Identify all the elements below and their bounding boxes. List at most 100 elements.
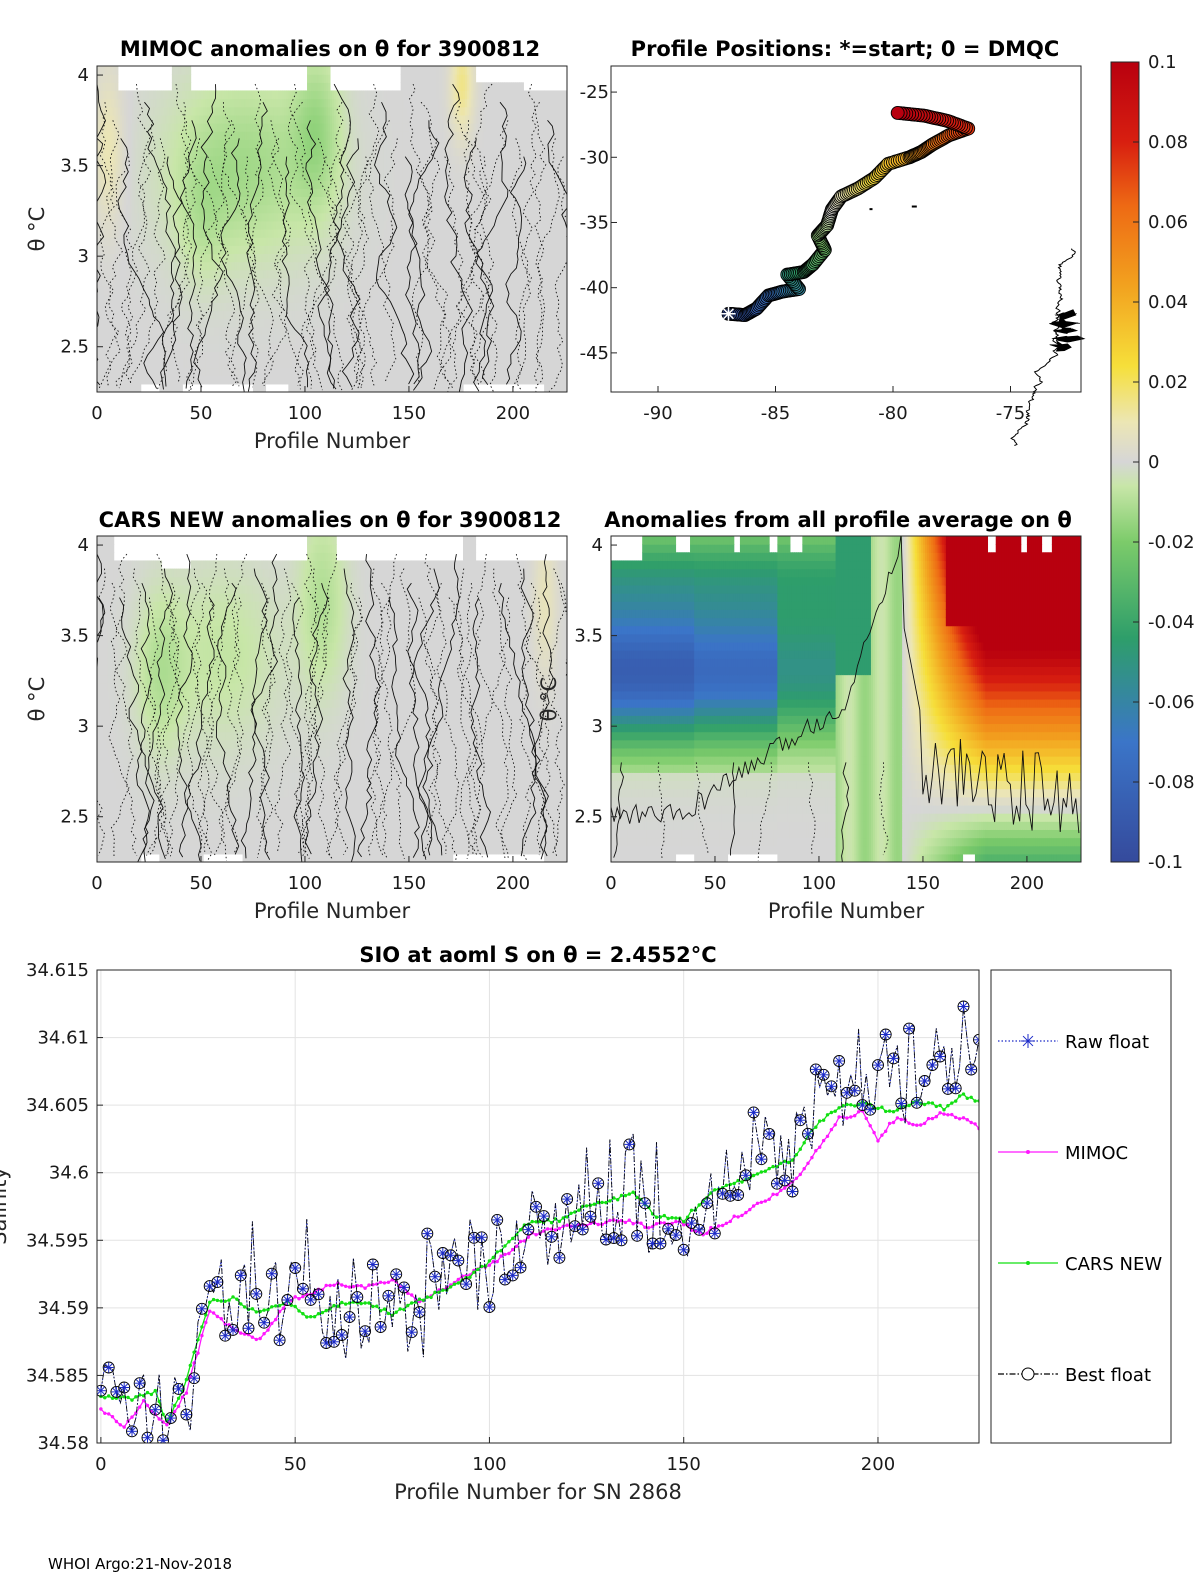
mimoc-cell [213,90,217,100]
mimoc-cell [348,220,352,230]
mimoc-cell [140,147,144,157]
mimoc-cell [300,147,304,157]
mimoc-cell [194,139,198,149]
mimoc-cell [109,375,113,385]
mimoc-cell [346,269,350,279]
mimoc-cell [361,326,364,336]
mimoc-cell [230,277,233,287]
mimoc-cell [371,245,375,255]
mimoc-cell [309,245,312,255]
mimoc-cell [126,188,129,197]
mimoc-cell [194,261,198,271]
mimoc-cell [263,326,267,336]
mimoc-cell [275,90,279,100]
mimoc-cell [261,155,264,165]
mimoc-cell [321,204,325,214]
mimoc-cell [332,318,335,328]
mimoc-cell [261,351,264,360]
mimoc-cell [336,98,339,108]
mimoc-cell [244,180,248,189]
mimoc-cell [336,383,339,392]
mimoc-cell [138,196,142,206]
mimoc-cell [340,123,343,132]
mimoc-cell [99,253,102,263]
mimoc-cell [307,114,310,124]
mimoc-cell [336,163,339,173]
mimoc-cell [223,245,227,255]
mimoc-cell [302,220,306,230]
mimoc-cell [338,131,341,140]
mimoc-cell [171,302,175,312]
mimoc-cell [300,155,304,165]
mimoc-cell [136,383,140,392]
mimoc-cell [356,367,360,377]
mimoc-cell [203,294,206,303]
mimoc-cell [307,155,310,165]
mimoc-cell [371,359,375,369]
mimoc-cell [196,155,200,165]
mimoc-cell [284,334,287,344]
mimoc-cell [325,261,329,271]
mimoc-cell [300,123,304,132]
mimoc-cell [194,237,198,246]
mimoc-cell [321,180,325,189]
mimoc-cell [213,204,217,214]
mimoc-cell [356,310,360,320]
mimoc-cell [292,310,296,320]
mimoc-cell [103,359,106,369]
mimoc-cell [252,310,256,320]
mimoc-cell [373,90,377,100]
mimoc-cell [184,343,188,352]
mimoc-cell [263,261,267,271]
mimoc-cell [136,294,140,303]
mimoc-cell [309,367,312,377]
mimoc-cell [332,334,335,344]
mimoc-cell [300,367,304,377]
mimoc-cell [244,98,248,108]
mimoc-cell [273,359,277,369]
mimoc-cell [296,294,300,303]
mimoc-cell [311,326,314,336]
mimoc-cell [334,367,337,377]
mimoc-cell [363,139,366,149]
mimoc-cell [103,131,106,140]
mimoc-cell [323,90,327,100]
mimoc-cell [336,131,339,140]
mimoc-cell [273,229,277,238]
mimoc-cell [173,212,177,222]
mimoc-cell [288,343,292,352]
mimoc-cell [188,123,192,132]
mimoc-cell [319,188,323,197]
mimoc-cell [165,261,169,271]
mimoc-cell [182,220,185,230]
mimoc-cell [225,269,229,279]
mimoc-cell [194,98,198,108]
mimoc-cell [359,212,362,222]
mimoc-cell [155,326,158,336]
mimoc-cell [113,131,117,140]
mimoc-cell [298,245,302,255]
mimoc-cell [267,277,271,287]
mimoc-cell [250,277,254,287]
mimoc-cell [101,302,104,312]
mimoc-cell [236,196,240,206]
mimoc-cell [282,188,285,197]
mimoc-cell [325,212,329,222]
mimoc-cell [373,237,377,246]
mimoc-cell [232,155,235,165]
mimoc-cell [107,155,111,165]
mimoc-cell [144,180,148,189]
mimoc-cell [338,204,341,214]
mimoc-cell [124,106,127,116]
mimoc-cell [207,367,210,377]
mimoc-cell [280,220,283,230]
mimoc-cell [275,229,279,238]
mimoc-cell [196,123,200,132]
mimoc-cell [296,286,300,295]
mimoc-cell [257,147,260,157]
mimoc-cell [188,269,192,279]
mimoc-cell [273,375,277,385]
mimoc-cell [284,123,287,132]
mimoc-cell [259,180,262,189]
mimoc-cell [113,123,117,132]
